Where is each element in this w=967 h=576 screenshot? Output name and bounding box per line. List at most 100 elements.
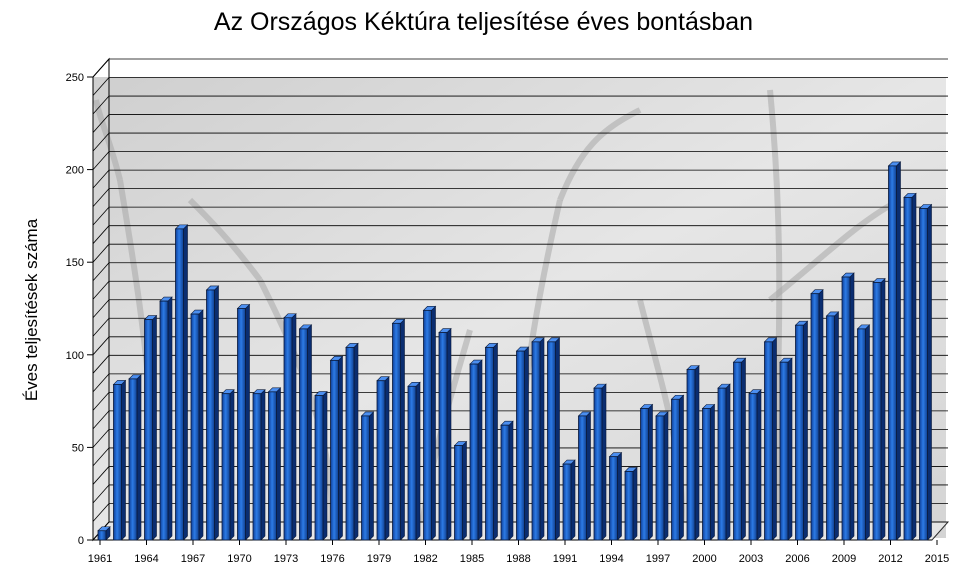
bar-side <box>679 394 684 541</box>
bar-front <box>423 309 432 541</box>
bar <box>825 311 840 541</box>
gridline-depth <box>92 318 110 337</box>
bar <box>97 526 111 541</box>
bar <box>639 403 654 541</box>
bar <box>903 192 917 541</box>
bar <box>205 285 220 541</box>
bar-side <box>152 314 157 541</box>
gridline-depth <box>92 151 110 170</box>
bar-side <box>911 192 917 541</box>
bar <box>407 381 421 541</box>
bar <box>469 359 483 541</box>
bar <box>701 403 716 541</box>
bar <box>717 383 731 541</box>
bar-front <box>97 530 107 541</box>
bar <box>608 451 623 541</box>
bar <box>298 324 313 541</box>
bar-side <box>322 390 328 541</box>
bar-side <box>369 411 374 541</box>
gridline-depth <box>92 169 110 189</box>
y-tick-label: 250 <box>66 72 84 84</box>
bar-front <box>283 317 293 541</box>
bar-side <box>927 203 932 541</box>
bar-side <box>245 303 250 541</box>
x-tick-label: 1961 <box>88 553 112 565</box>
bar <box>841 272 855 541</box>
bar-front <box>872 282 882 541</box>
bar <box>794 320 809 541</box>
bar-front <box>547 341 556 541</box>
gridline-depth <box>92 95 110 115</box>
bar-front <box>826 315 835 541</box>
x-tick-label: 1994 <box>599 553 623 565</box>
bar <box>314 390 328 541</box>
gridline-depth <box>92 355 110 374</box>
bar-side <box>446 327 452 541</box>
gridline-depth <box>92 484 110 504</box>
x-tick-label: 1997 <box>646 553 670 565</box>
tree-branch <box>767 89 783 541</box>
bar-front <box>361 415 370 541</box>
bar <box>887 161 902 541</box>
bars <box>97 161 933 541</box>
bar-front <box>919 208 928 541</box>
bar-front <box>175 228 184 541</box>
bar-side <box>229 388 235 541</box>
bar <box>748 388 762 541</box>
bar <box>391 318 406 541</box>
bar-front <box>190 313 200 541</box>
bar-front <box>128 378 138 541</box>
chart-title: Az Országos Kéktúra teljesítése éves bon… <box>213 8 754 36</box>
gridline-depth <box>92 225 110 244</box>
bar <box>159 296 173 541</box>
gridline-depth <box>92 392 110 411</box>
bar-front <box>159 300 169 541</box>
bar-side <box>555 337 560 541</box>
bar-side <box>539 337 545 541</box>
bar <box>500 420 514 541</box>
tree-branch <box>768 197 902 303</box>
bar-front <box>206 289 215 541</box>
bar-side <box>601 383 607 541</box>
bar-side <box>617 451 622 541</box>
bar-side <box>834 311 839 541</box>
bar <box>438 327 452 541</box>
bar-front <box>624 471 634 541</box>
bar <box>655 411 669 541</box>
bar <box>143 314 158 541</box>
bar-front <box>268 391 277 541</box>
bar <box>283 313 297 541</box>
gridline-depth <box>92 447 110 467</box>
bar <box>345 342 359 541</box>
bar-front <box>655 415 665 541</box>
gridline-depth <box>92 299 110 319</box>
x-tick-label: 2006 <box>785 553 809 565</box>
bar-front <box>500 424 510 541</box>
bar-front <box>686 369 696 541</box>
bar-side <box>849 272 855 541</box>
gridline-depth <box>92 503 110 522</box>
x-tick-label: 2015 <box>925 553 949 565</box>
bar-side <box>415 381 421 541</box>
x-tick-label: 1967 <box>181 553 205 565</box>
bar <box>918 203 933 541</box>
bar-side <box>260 388 266 541</box>
bar <box>763 337 778 541</box>
bar <box>670 394 685 541</box>
bar-front <box>578 415 587 541</box>
x-tick-label: 1976 <box>320 553 344 565</box>
bar-front <box>345 346 355 541</box>
gridline-depth <box>92 466 110 485</box>
bar <box>531 337 545 541</box>
bar-side <box>338 355 343 541</box>
bar-front <box>144 319 153 541</box>
bar-front <box>888 165 897 541</box>
x-tick-label: 2000 <box>692 553 716 565</box>
bar-side <box>121 379 126 541</box>
bar-front <box>407 385 417 541</box>
y-tick-label: 150 <box>66 257 84 269</box>
bar-front <box>330 359 339 541</box>
gridline-depth <box>92 114 110 133</box>
